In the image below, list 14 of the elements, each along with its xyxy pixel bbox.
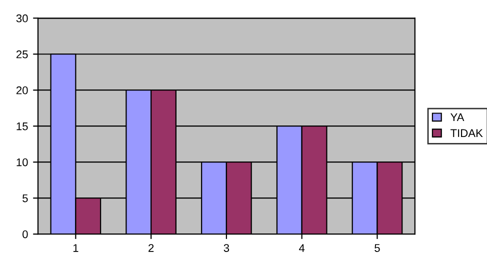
y-tick-label: 25 — [16, 50, 28, 58]
x-tick-label: 2 — [148, 244, 154, 252]
legend-label: TIDAK — [450, 129, 483, 137]
y-tick-label: 0 — [22, 230, 28, 238]
x-tick-label: 4 — [299, 244, 305, 252]
y-tick-label: 20 — [16, 86, 28, 94]
y-tick-label: 15 — [16, 122, 28, 130]
x-tick-label: 1 — [73, 244, 78, 252]
y-tick-label: 30 — [16, 14, 28, 22]
y-tick-label: 10 — [16, 158, 28, 166]
x-tick-label: 3 — [224, 244, 230, 252]
legend-label: YA — [450, 113, 464, 122]
x-tick-label: 5 — [374, 244, 380, 252]
y-tick-label: 5 — [22, 194, 28, 202]
